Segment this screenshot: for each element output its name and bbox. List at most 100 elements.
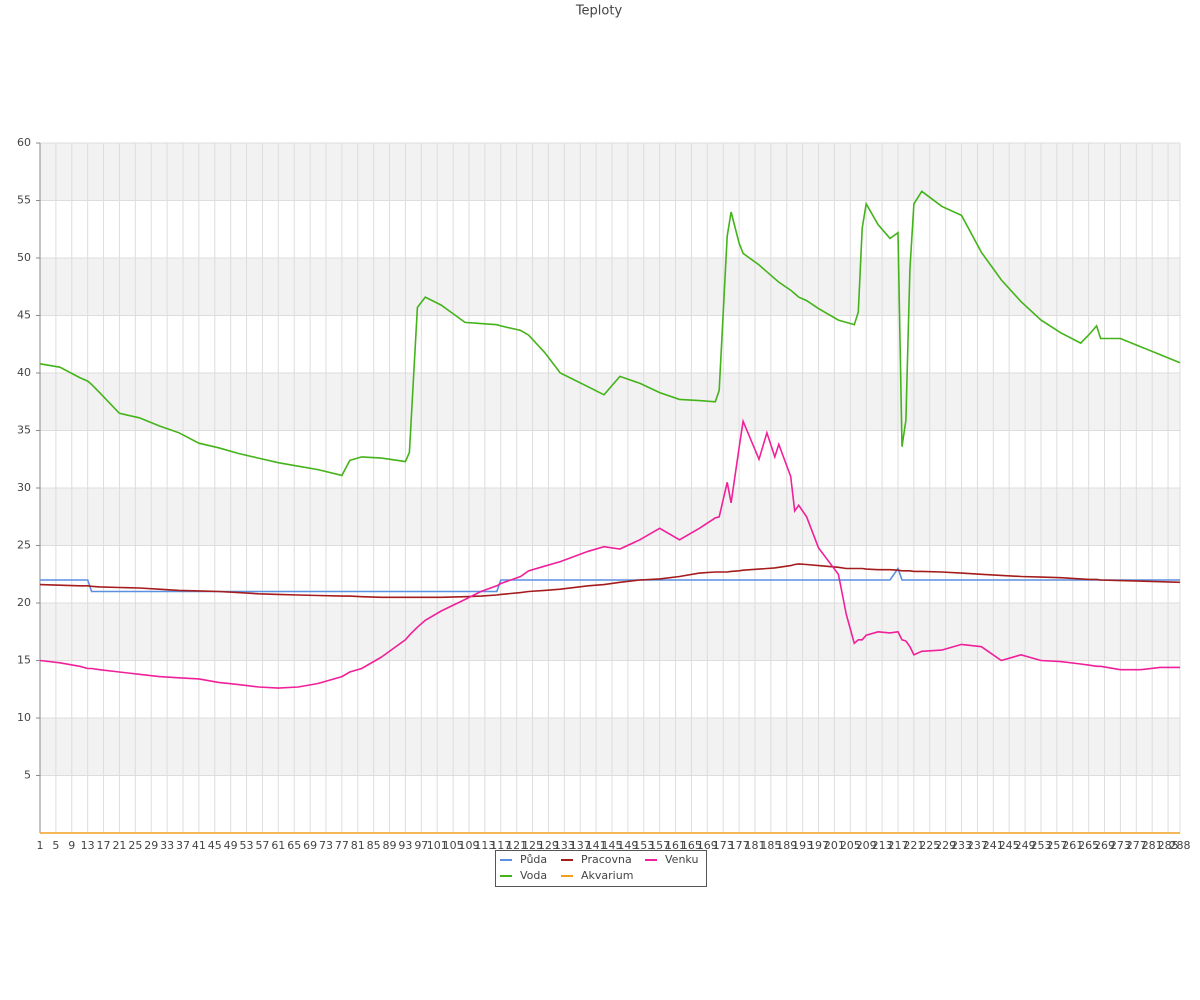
x-tick-label: 253 bbox=[1030, 839, 1051, 852]
legend-label: Voda bbox=[520, 869, 547, 882]
y-tick-label: 60 bbox=[17, 136, 31, 149]
x-tick-label: 45 bbox=[208, 839, 222, 852]
x-tick-label: 41 bbox=[192, 839, 206, 852]
x-tick-label: 85 bbox=[367, 839, 381, 852]
x-tick-label: 69 bbox=[303, 839, 317, 852]
x-tick-label: 29 bbox=[144, 839, 158, 852]
x-tick-label: 201 bbox=[824, 839, 845, 852]
x-tick-label: 21 bbox=[112, 839, 126, 852]
series-line bbox=[40, 566, 1180, 593]
x-tick-label: 73 bbox=[319, 839, 333, 852]
x-tick-label: 141 bbox=[586, 839, 607, 852]
grid-band bbox=[40, 373, 1180, 431]
x-tick-label: 241 bbox=[983, 839, 1004, 852]
x-tick-label: 133 bbox=[554, 839, 575, 852]
grid-band bbox=[40, 718, 1180, 776]
x-tick-label: 249 bbox=[1015, 839, 1036, 852]
x-tick-label: 181 bbox=[744, 839, 765, 852]
x-tick-label: 169 bbox=[697, 839, 718, 852]
x-tick-label: 81 bbox=[351, 839, 365, 852]
x-tick-label: 33 bbox=[160, 839, 174, 852]
x-tick-label: 193 bbox=[792, 839, 813, 852]
x-tick-label: 145 bbox=[601, 839, 622, 852]
y-tick-label: 40 bbox=[17, 366, 31, 379]
x-tick-label: 65 bbox=[287, 839, 301, 852]
x-tick-label: 5 bbox=[52, 839, 59, 852]
x-tick-label: 109 bbox=[458, 839, 479, 852]
x-tick-label: 89 bbox=[383, 839, 397, 852]
x-tick-label: 197 bbox=[808, 839, 829, 852]
series-line bbox=[39, 190, 1181, 477]
x-tick-label: 173 bbox=[713, 839, 734, 852]
y-tick-label: 55 bbox=[17, 194, 31, 207]
legend-label: Pracovna bbox=[581, 853, 632, 866]
x-tick-label: 225 bbox=[919, 839, 940, 852]
x-tick-label: 61 bbox=[271, 839, 285, 852]
x-tick-label: 221 bbox=[903, 839, 924, 852]
x-tick-label: 97 bbox=[414, 839, 428, 852]
x-tick-label: 157 bbox=[649, 839, 670, 852]
x-tick-label: 49 bbox=[224, 839, 238, 852]
x-tick-label: 177 bbox=[729, 839, 750, 852]
x-tick-label: 261 bbox=[1062, 839, 1083, 852]
x-tick-label: 153 bbox=[633, 839, 654, 852]
legend-label: Akvarium bbox=[581, 869, 633, 882]
x-tick-label: 113 bbox=[474, 839, 495, 852]
x-tick-label: 9 bbox=[68, 839, 75, 852]
x-tick-label: 161 bbox=[665, 839, 686, 852]
x-tick-label: 273 bbox=[1110, 839, 1131, 852]
x-tick-label: 149 bbox=[617, 839, 638, 852]
x-tick-label: 265 bbox=[1078, 839, 1099, 852]
x-tick-label: 17 bbox=[97, 839, 111, 852]
x-tick-label: 57 bbox=[255, 839, 269, 852]
x-tick-label: 288 bbox=[1170, 839, 1191, 852]
x-tick-label: 229 bbox=[935, 839, 956, 852]
x-tick-label: 281 bbox=[1142, 839, 1163, 852]
grid-band bbox=[40, 143, 1180, 201]
x-tick-label: 101 bbox=[427, 839, 448, 852]
x-tick-label: 125 bbox=[522, 839, 543, 852]
x-tick-label: 245 bbox=[999, 839, 1020, 852]
y-tick-label: 50 bbox=[17, 251, 31, 264]
x-tick-label: 37 bbox=[176, 839, 190, 852]
x-tick-label: 165 bbox=[681, 839, 702, 852]
x-tick-label: 233 bbox=[951, 839, 972, 852]
x-tick-label: 137 bbox=[570, 839, 591, 852]
x-tick-label: 185 bbox=[760, 839, 781, 852]
legend-label: Venku bbox=[665, 853, 698, 866]
x-tick-label: 257 bbox=[1046, 839, 1067, 852]
x-tick-label: 121 bbox=[506, 839, 527, 852]
x-tick-label: 217 bbox=[887, 839, 908, 852]
y-tick-label: 30 bbox=[17, 481, 31, 494]
x-tick-label: 77 bbox=[335, 839, 349, 852]
x-tick-label: 129 bbox=[538, 839, 559, 852]
x-tick-label: 269 bbox=[1094, 839, 1115, 852]
x-tick-label: 277 bbox=[1126, 839, 1147, 852]
grid-band bbox=[40, 603, 1180, 661]
legend-label: Půda bbox=[520, 853, 547, 866]
x-tick-label: 237 bbox=[967, 839, 988, 852]
x-tick-label: 205 bbox=[840, 839, 861, 852]
grid-band bbox=[40, 488, 1180, 546]
series-line bbox=[39, 563, 1181, 599]
y-tick-label: 15 bbox=[17, 654, 31, 667]
x-tick-label: 209 bbox=[856, 839, 877, 852]
x-tick-label: 285 bbox=[1158, 839, 1179, 852]
legend-box bbox=[495, 850, 707, 887]
x-tick-label: 53 bbox=[240, 839, 254, 852]
x-tick-label: 13 bbox=[81, 839, 95, 852]
x-tick-label: 117 bbox=[490, 839, 511, 852]
y-tick-label: 45 bbox=[17, 309, 31, 322]
y-tick-label: 5 bbox=[24, 769, 31, 782]
x-tick-label: 1 bbox=[37, 839, 44, 852]
x-tick-label: 213 bbox=[872, 839, 893, 852]
x-tick-label: 25 bbox=[128, 839, 142, 852]
x-tick-label: 105 bbox=[443, 839, 464, 852]
y-tick-label: 25 bbox=[17, 539, 31, 552]
x-tick-label: 189 bbox=[776, 839, 797, 852]
y-tick-label: 20 bbox=[17, 596, 31, 609]
chart-title: Teploty bbox=[575, 4, 623, 19]
x-tick-label: 93 bbox=[398, 839, 412, 852]
